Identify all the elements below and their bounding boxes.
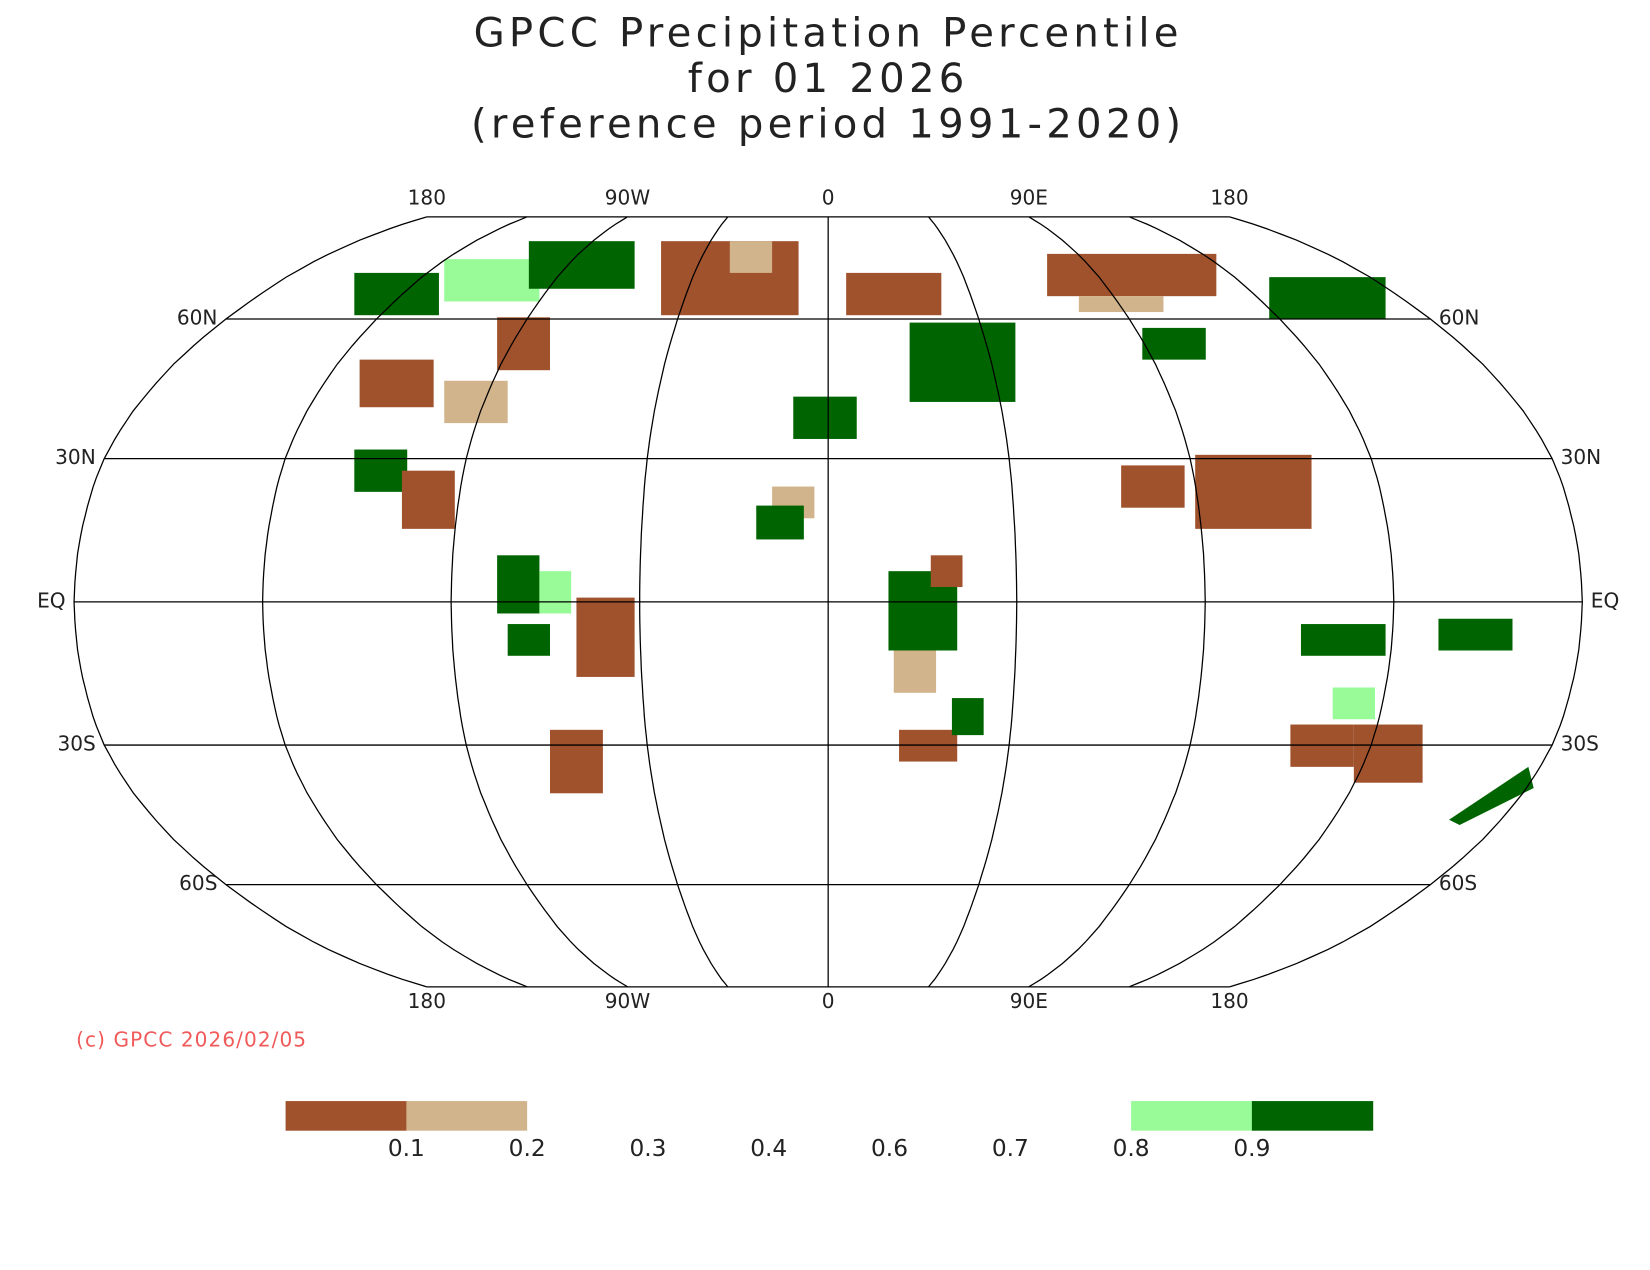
lon-label: 90E bbox=[1010, 185, 1048, 209]
legend-swatch bbox=[406, 1101, 528, 1131]
legend-label: 0.1 bbox=[388, 1135, 425, 1162]
precip-cell bbox=[528, 241, 635, 289]
lon-label: 0 bbox=[822, 185, 835, 209]
lon-label: 0 bbox=[822, 989, 835, 1013]
precip-cell bbox=[893, 650, 937, 693]
precip-cell bbox=[729, 241, 773, 273]
precip-cell bbox=[756, 505, 804, 540]
lat-label: 30N bbox=[1561, 445, 1602, 469]
precip-cell bbox=[401, 470, 455, 529]
precip-cell bbox=[793, 396, 857, 439]
precip-cell bbox=[576, 597, 635, 677]
precip-cell bbox=[930, 555, 963, 588]
legend-label: 0.3 bbox=[629, 1135, 666, 1162]
copyright: (c) GPCC 2026/02/05 bbox=[76, 1027, 307, 1051]
precip-cell bbox=[354, 272, 439, 316]
lat-label: EQ bbox=[37, 588, 66, 612]
legend-swatch bbox=[889, 1101, 1011, 1131]
lon-label: 180 bbox=[1210, 989, 1248, 1013]
precip-cell bbox=[1195, 454, 1312, 529]
precip-cell bbox=[846, 272, 942, 316]
title-line: for 01 2026 bbox=[688, 56, 969, 102]
precip-cell bbox=[354, 449, 408, 492]
precip-cell bbox=[1142, 327, 1206, 360]
lon-label: 90W bbox=[605, 185, 651, 209]
legend-label: 0.7 bbox=[992, 1135, 1029, 1162]
precip-cell bbox=[1449, 766, 1534, 826]
lat-label: 60N bbox=[1439, 306, 1480, 330]
precip-cell bbox=[1047, 253, 1217, 297]
legend-swatch bbox=[285, 1101, 407, 1131]
precip-cell bbox=[497, 555, 540, 614]
precip-cell bbox=[1121, 465, 1185, 508]
precipitation-field bbox=[354, 241, 1534, 826]
precip-cell bbox=[951, 698, 984, 736]
legend-label: 0.8 bbox=[1113, 1135, 1150, 1162]
lon-label: 180 bbox=[408, 185, 446, 209]
title-line: GPCC Precipitation Percentile bbox=[474, 11, 1183, 57]
lat-label: 60S bbox=[1439, 871, 1477, 895]
precip-cell bbox=[507, 624, 550, 656]
title-line: (reference period 1991-2020) bbox=[471, 102, 1185, 148]
legend-label: 0.6 bbox=[871, 1135, 908, 1162]
precip-cell bbox=[444, 259, 540, 302]
legend: 0.1 0.2 0.3 0.4 0.6 0.7 0.8 0.9 bbox=[285, 1101, 1374, 1162]
precip-cell bbox=[550, 729, 603, 794]
lon-label: 90E bbox=[1010, 989, 1048, 1013]
lon-label: 180 bbox=[1210, 185, 1248, 209]
precip-cell bbox=[1438, 618, 1513, 651]
lon-label: 180 bbox=[408, 989, 446, 1013]
precip-cell bbox=[909, 322, 1016, 402]
legend-swatch bbox=[527, 1101, 649, 1131]
precip-cell bbox=[1269, 277, 1386, 320]
precip-cell bbox=[359, 359, 434, 408]
lat-label: 60S bbox=[179, 871, 217, 895]
legend-swatch bbox=[1251, 1101, 1374, 1131]
legend-swatch bbox=[768, 1101, 891, 1131]
precip-cell bbox=[1353, 724, 1423, 783]
precip-cell bbox=[539, 571, 572, 614]
graticule bbox=[73, 216, 1583, 988]
legend-swatch bbox=[1010, 1101, 1132, 1131]
legend-label: 0.2 bbox=[509, 1135, 546, 1162]
lat-label: 30S bbox=[57, 732, 95, 756]
lat-label: 30S bbox=[1561, 732, 1599, 756]
precip-cell bbox=[1078, 296, 1164, 313]
lat-label: 30N bbox=[55, 445, 96, 469]
lat-label: 60N bbox=[177, 306, 218, 330]
lon-label: 90W bbox=[605, 989, 651, 1013]
legend-swatch bbox=[1131, 1101, 1253, 1131]
precip-cell bbox=[1332, 687, 1375, 720]
lat-label: EQ bbox=[1591, 588, 1620, 612]
precip-cell bbox=[497, 317, 550, 371]
legend-label: 0.9 bbox=[1233, 1135, 1270, 1162]
legend-swatch bbox=[647, 1101, 770, 1131]
legend-label: 0.4 bbox=[750, 1135, 787, 1162]
precip-cell bbox=[1300, 624, 1386, 656]
precip-cell bbox=[444, 380, 508, 424]
